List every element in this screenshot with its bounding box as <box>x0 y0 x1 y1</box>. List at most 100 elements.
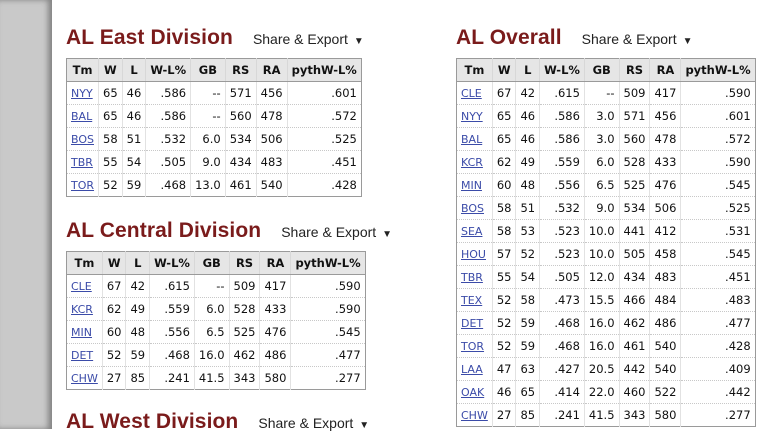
column-header[interactable]: W-L% <box>145 58 191 82</box>
stat-cell: 3.0 <box>583 104 620 128</box>
team-link[interactable]: MIN <box>71 326 92 339</box>
team-link[interactable]: MIN <box>461 179 482 192</box>
team-link[interactable]: DET <box>461 317 484 330</box>
column-header[interactable]: W-L% <box>539 58 585 82</box>
team-link[interactable]: TOR <box>461 340 485 353</box>
stat-cell: .586 <box>539 127 585 151</box>
stat-cell: 27 <box>491 403 516 427</box>
table-row: LAA 47 63.427 20.5 442 540.409 <box>456 357 756 381</box>
team-cell: TOR <box>66 173 99 197</box>
column-header[interactable]: GB <box>583 58 620 82</box>
team-link[interactable]: CHW <box>461 409 488 422</box>
column-header[interactable]: Tm <box>456 58 493 82</box>
stat-cell: 16.0 <box>583 311 620 335</box>
column-header[interactable]: Tm <box>66 251 103 275</box>
chevron-down-icon: ▼ <box>353 36 364 47</box>
stat-cell: .477 <box>290 343 366 367</box>
team-link[interactable]: TOR <box>71 179 95 192</box>
team-link[interactable]: HOU <box>461 248 486 261</box>
share-export-menu[interactable]: Share & Export ▼ <box>258 415 369 431</box>
stat-cell: .590 <box>680 81 756 105</box>
team-link[interactable]: CLE <box>461 87 482 100</box>
column-header[interactable]: W <box>101 251 126 275</box>
column-header[interactable]: pythW-L% <box>290 251 366 275</box>
standings-table: Tm W L W-L% GB RS RA pythW-L% NYY 65 46.586 -- 571 45… <box>66 58 362 197</box>
team-link[interactable]: BOS <box>71 133 94 146</box>
team-cell: TOR <box>456 334 493 358</box>
team-link[interactable]: SEA <box>461 225 483 238</box>
column-header[interactable]: GB <box>193 251 230 275</box>
team-link[interactable]: BAL <box>461 133 483 146</box>
stat-cell: 486 <box>649 311 681 335</box>
team-link[interactable]: KCR <box>461 156 483 169</box>
standings-table: Tm W L W-L% GB RS RA pythW-L% CLE 67 42.615 -- 509 41… <box>456 58 756 427</box>
team-link[interactable]: DET <box>71 349 94 362</box>
stat-cell: 59 <box>121 173 146 197</box>
table-row: CHW 27 85.241 41.5 343 580.277 <box>456 403 756 427</box>
stat-cell: 12.0 <box>583 265 620 289</box>
share-export-menu[interactable]: Share & Export ▼ <box>253 31 364 47</box>
column-header[interactable]: L <box>121 58 146 82</box>
column-header[interactable]: GB <box>190 58 226 82</box>
team-link[interactable]: BAL <box>71 110 93 123</box>
al-overall-section: AL Overall Share & Export ▼ Tm W L W-L% GB RS R… <box>456 26 756 427</box>
column-header[interactable]: W <box>491 58 516 82</box>
stat-cell: 506 <box>649 196 681 220</box>
column-header[interactable]: W-L% <box>149 251 195 275</box>
stat-cell: 343 <box>228 366 260 390</box>
stat-cell: 456 <box>649 104 681 128</box>
column-header[interactable]: RS <box>228 251 260 275</box>
column-header[interactable]: RA <box>259 251 291 275</box>
stat-cell: 525 <box>618 173 650 197</box>
section-title: AL Central Division <box>66 219 262 242</box>
share-export-menu[interactable]: Share & Export ▼ <box>582 31 693 47</box>
column-header[interactable]: Tm <box>66 58 99 82</box>
team-link[interactable]: NYY <box>461 110 483 123</box>
team-link[interactable]: KCR <box>71 303 93 316</box>
team-link[interactable]: CHW <box>71 372 98 385</box>
stat-cell: .532 <box>145 127 191 151</box>
team-link[interactable]: TEX <box>461 294 483 307</box>
team-cell: OAK <box>456 380 493 404</box>
team-link[interactable]: OAK <box>461 386 485 399</box>
chevron-down-icon: ▼ <box>682 36 693 47</box>
team-link[interactable]: BOS <box>461 202 484 215</box>
column-header[interactable]: W <box>98 58 123 82</box>
column-header[interactable]: pythW-L% <box>680 58 756 82</box>
team-cell: BOS <box>66 127 99 151</box>
stat-cell: 522 <box>649 380 681 404</box>
column-header[interactable]: RS <box>224 58 257 82</box>
stat-cell: .427 <box>539 357 585 381</box>
column-header[interactable]: L <box>515 58 540 82</box>
team-link[interactable]: CLE <box>71 280 92 293</box>
stat-cell: 458 <box>649 242 681 266</box>
table-row: KCR 62 49.559 6.0 528 433.590 <box>66 297 366 321</box>
stat-cell: 52 <box>101 343 126 367</box>
stat-cell: 46 <box>515 127 540 151</box>
stat-cell: 65 <box>98 104 123 128</box>
stat-cell: 528 <box>618 150 650 174</box>
stat-cell: 16.0 <box>193 343 230 367</box>
column-header[interactable]: RA <box>255 58 288 82</box>
column-header[interactable]: pythW-L% <box>286 58 362 82</box>
team-link[interactable]: TBR <box>71 156 93 169</box>
stat-cell: .590 <box>290 274 366 298</box>
table-row: CLE 67 42.615 -- 509 417.590 <box>67 274 366 298</box>
stat-cell: 525 <box>228 320 260 344</box>
column-header[interactable]: RA <box>649 58 681 82</box>
stat-cell: .523 <box>539 242 585 266</box>
stat-cell: 483 <box>255 150 288 174</box>
table-row: TOR 52 59.468 16.0 461 540.428 <box>456 334 756 358</box>
column-header[interactable]: RS <box>618 58 650 82</box>
stat-cell: 571 <box>224 81 257 105</box>
team-link[interactable]: LAA <box>461 363 483 376</box>
column-header[interactable]: L <box>125 251 150 275</box>
team-link[interactable]: TBR <box>461 271 483 284</box>
team-cell: BAL <box>66 104 99 128</box>
stat-cell: 51 <box>515 196 540 220</box>
share-export-menu[interactable]: Share & Export ▼ <box>281 224 392 240</box>
stat-cell: 41.5 <box>583 403 620 427</box>
stat-cell: 62 <box>101 297 126 321</box>
team-link[interactable]: NYY <box>71 87 93 100</box>
team-cell: MIN <box>66 320 103 344</box>
